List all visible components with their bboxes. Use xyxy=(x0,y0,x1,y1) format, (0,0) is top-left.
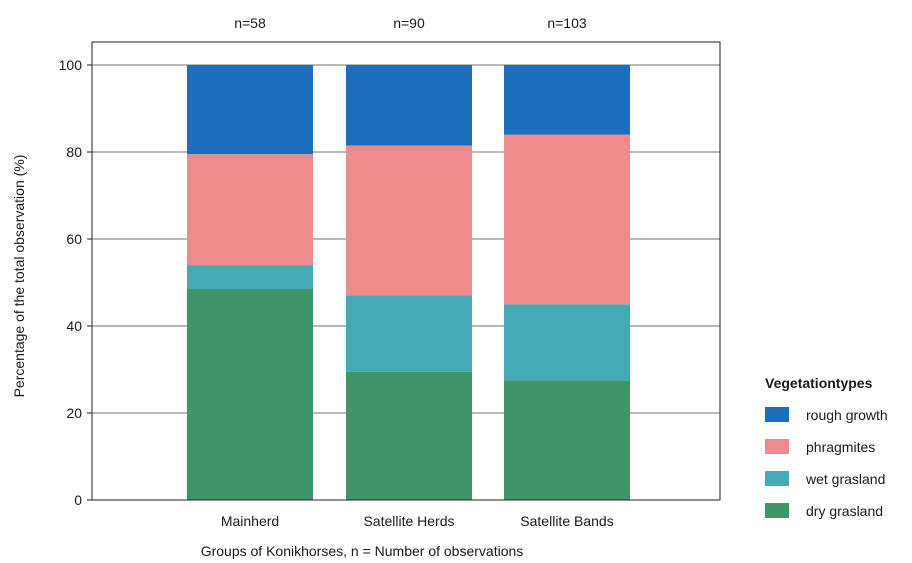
x-tick-label: Satellite Herds xyxy=(363,513,454,529)
legend-label: phragmites xyxy=(806,439,875,455)
y-tick-label: 60 xyxy=(66,231,82,247)
bar-segment-wet-grasland xyxy=(504,304,630,381)
bar-segment-phragmites xyxy=(346,145,472,296)
y-tick-label: 0 xyxy=(74,492,82,508)
bar-segment-wet-grasland xyxy=(346,295,472,372)
legend-swatch xyxy=(765,407,789,422)
y-axis-title: Percentage of the total observation (%) xyxy=(11,155,27,398)
y-tick-label: 20 xyxy=(66,405,82,421)
bar-segment-dry-grasland xyxy=(346,371,472,500)
bar-segment-phragmites xyxy=(504,134,630,305)
legend-swatch xyxy=(765,503,789,518)
count-label: n=103 xyxy=(547,15,587,31)
legend-label: dry grasland xyxy=(806,503,883,519)
y-tick-label: 80 xyxy=(66,144,82,160)
y-tick-label: 100 xyxy=(59,57,83,73)
x-tick-label: Satellite Bands xyxy=(520,513,613,529)
bars xyxy=(187,65,630,500)
bar-segment-dry-grasland xyxy=(187,289,313,500)
count-label: n=90 xyxy=(393,15,425,31)
bar-segment-rough-growth xyxy=(504,65,630,135)
bar-segment-phragmites xyxy=(187,154,313,266)
legend-swatch xyxy=(765,471,789,486)
y-axis-ticks: 0 20 40 60 80 100 xyxy=(59,57,92,508)
legend-label: rough growth xyxy=(806,407,888,423)
count-label: n=58 xyxy=(234,15,266,31)
legend-swatch xyxy=(765,439,789,454)
legend: Vegetationtypes rough growth phragmites we… xyxy=(765,375,888,519)
legend-title: Vegetationtypes xyxy=(765,375,873,391)
plot-frame xyxy=(91,41,721,501)
x-tick-label: Mainherd xyxy=(221,513,279,529)
bar-segment-dry-grasland xyxy=(504,380,630,500)
bar-segment-rough-growth xyxy=(187,65,313,155)
x-axis-title: Groups of Konikhorses, n = Number of obs… xyxy=(201,543,524,559)
x-axis-ticks: Mainherd Satellite Herds Satellite Bands xyxy=(221,513,614,529)
legend-label: wet grasland xyxy=(805,471,885,487)
y-tick-label: 40 xyxy=(66,318,82,334)
count-labels: n=58 n=90 n=103 xyxy=(234,15,587,31)
bar-segment-wet-grasland xyxy=(187,265,313,290)
bar-segment-rough-growth xyxy=(346,65,472,146)
